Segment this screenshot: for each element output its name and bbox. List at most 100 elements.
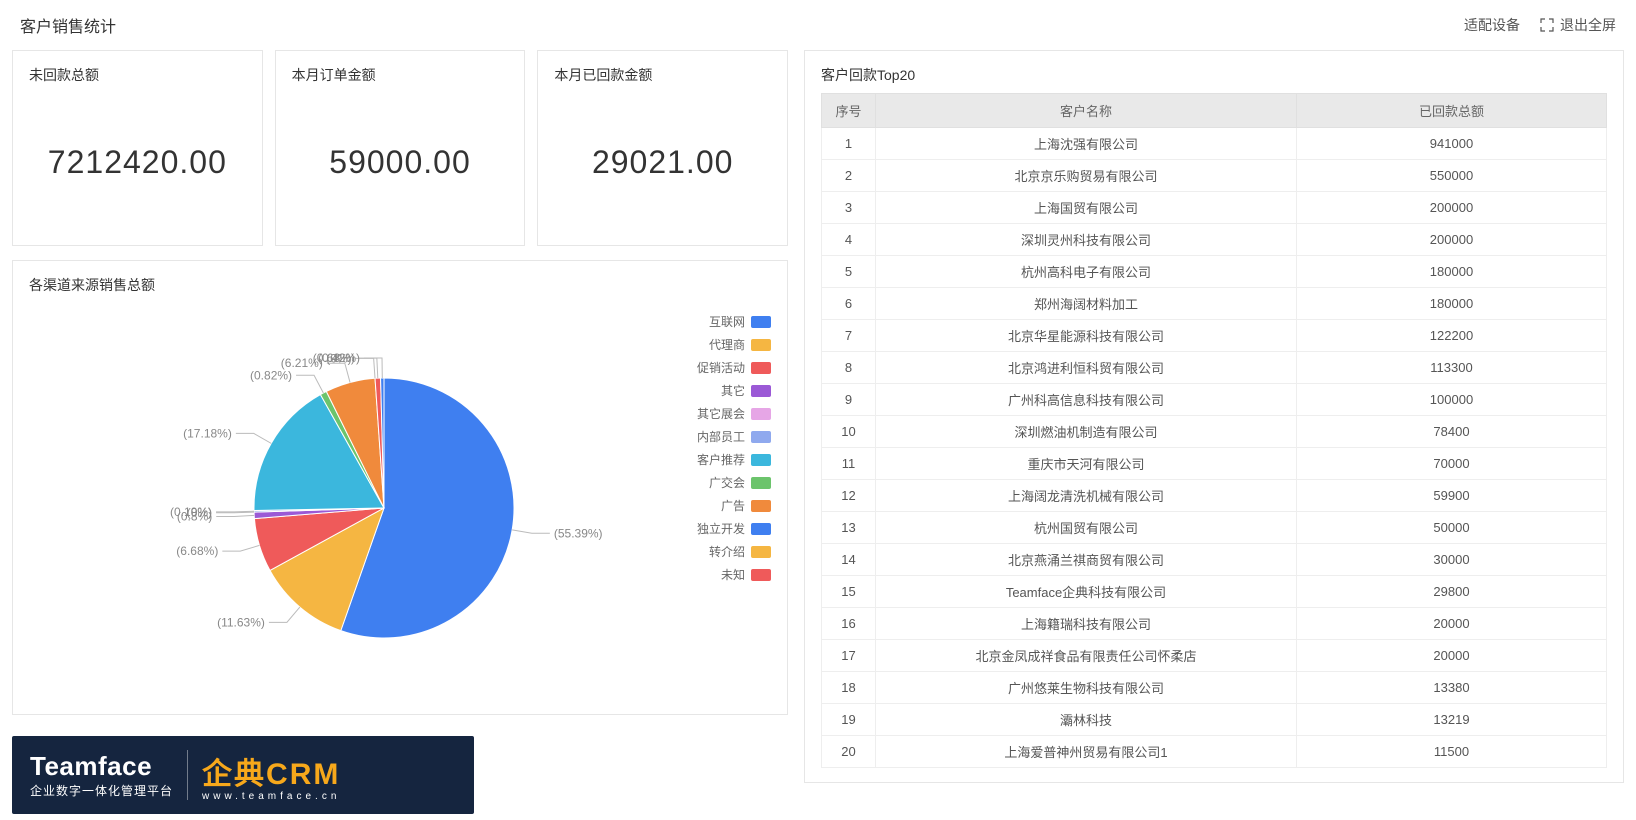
table-row: 3上海国贸有限公司200000 — [822, 192, 1607, 224]
legend-swatch — [751, 477, 771, 489]
table-cell: 6 — [822, 288, 876, 320]
top20-table-card: 客户回款Top20 序号客户名称已回款总额 1上海沈强有限公司9410002北京… — [804, 50, 1624, 783]
legend-label: 广告 — [721, 497, 745, 514]
legend-swatch — [751, 385, 771, 397]
table-cell: 70000 — [1297, 448, 1607, 480]
table-cell: 100000 — [1297, 384, 1607, 416]
brand-subtitle: 企业数字一体化管理平台 — [30, 782, 173, 799]
legend-item[interactable]: 未知 — [671, 566, 771, 583]
table-cell: 10 — [822, 416, 876, 448]
pie-label: (17.18%) — [183, 426, 232, 440]
table-row: 17北京金凤成祥食品有限责任公司怀柔店20000 — [822, 640, 1607, 672]
legend-label: 其它 — [721, 382, 745, 399]
table-cell: 郑州海阔材料加工 — [876, 288, 1297, 320]
table-row: 13杭州国贸有限公司50000 — [822, 512, 1607, 544]
table-row: 5杭州高科电子有限公司180000 — [822, 256, 1607, 288]
table-cell: 15 — [822, 576, 876, 608]
table-cell: 广州悠莱生物科技有限公司 — [876, 672, 1297, 704]
table-row: 16上海籍瑞科技有限公司20000 — [822, 608, 1607, 640]
legend-swatch — [751, 569, 771, 581]
table-header: 客户名称 — [876, 94, 1297, 128]
channel-sales-chart-card: 各渠道来源销售总额 (55.39%)(11.63%)(6.68%)(0.8%)(… — [12, 260, 788, 715]
table-cell: 180000 — [1297, 288, 1607, 320]
legend-label: 未知 — [721, 566, 745, 583]
header-actions: 适配设备 退出全屏 — [1464, 15, 1616, 35]
table-row: 15Teamface企典科技有限公司29800 — [822, 576, 1607, 608]
table-row: 11重庆市天河有限公司70000 — [822, 448, 1607, 480]
table-cell: 深圳燃油机制造有限公司 — [876, 416, 1297, 448]
table-cell: 灞林科技 — [876, 704, 1297, 736]
table-row: 1上海沈强有限公司941000 — [822, 128, 1607, 160]
adapt-device-button[interactable]: 适配设备 — [1464, 15, 1520, 35]
legend-item[interactable]: 其它 — [671, 382, 771, 399]
legend-swatch — [751, 362, 771, 374]
pie-label: (55.39%) — [554, 526, 603, 540]
legend-swatch — [751, 408, 771, 420]
chart-title: 各渠道来源销售总额 — [29, 275, 771, 295]
table-cell: 941000 — [1297, 128, 1607, 160]
exit-fullscreen-button[interactable]: 退出全屏 — [1540, 15, 1616, 35]
table-cell: 2 — [822, 160, 876, 192]
pie-label: (0.19%) — [170, 505, 212, 519]
exit-fullscreen-icon — [1540, 18, 1554, 32]
legend-item[interactable]: 独立开发 — [671, 520, 771, 537]
legend-item[interactable]: 代理商 — [671, 336, 771, 353]
legend-swatch — [751, 316, 771, 328]
header: 客户销售统计 适配设备 退出全屏 — [0, 0, 1636, 50]
pie-label: (0.42%) — [318, 351, 360, 365]
legend-item[interactable]: 其它展会 — [671, 405, 771, 422]
table-cell: 上海沈强有限公司 — [876, 128, 1297, 160]
table-cell: 78400 — [1297, 416, 1607, 448]
table-cell: 50000 — [1297, 512, 1607, 544]
table-cell: 上海籍瑞科技有限公司 — [876, 608, 1297, 640]
table-cell: 北京金凤成祥食品有限责任公司怀柔店 — [876, 640, 1297, 672]
legend-label: 内部员工 — [697, 428, 745, 445]
legend-label: 广交会 — [709, 474, 745, 491]
table-cell: 北京燕涌兰祺商贸有限公司 — [876, 544, 1297, 576]
legend-swatch — [751, 500, 771, 512]
table-cell: 59900 — [1297, 480, 1607, 512]
stat-card: 未回款总额 7212420.00 — [12, 50, 263, 246]
legend-item[interactable]: 转介绍 — [671, 543, 771, 560]
stat-value: 29021.00 — [554, 93, 771, 231]
table-cell: 13380 — [1297, 672, 1607, 704]
table-row: 10深圳燃油机制造有限公司78400 — [822, 416, 1607, 448]
table-cell: 3 — [822, 192, 876, 224]
legend-label: 促销活动 — [697, 359, 745, 376]
legend-item[interactable]: 促销活动 — [671, 359, 771, 376]
table-cell: 12 — [822, 480, 876, 512]
legend-item[interactable]: 广告 — [671, 497, 771, 514]
legend-swatch — [751, 339, 771, 351]
legend-item[interactable]: 互联网 — [671, 313, 771, 330]
table-cell: 上海国贸有限公司 — [876, 192, 1297, 224]
table-cell: 深圳灵州科技有限公司 — [876, 224, 1297, 256]
legend-item[interactable]: 内部员工 — [671, 428, 771, 445]
legend-label: 转介绍 — [709, 543, 745, 560]
table-row: 6郑州海阔材料加工180000 — [822, 288, 1607, 320]
table-cell: 重庆市天河有限公司 — [876, 448, 1297, 480]
table-row: 8北京鸿进利恒科贸有限公司113300 — [822, 352, 1607, 384]
stat-value: 7212420.00 — [29, 93, 246, 231]
table-cell: 上海爱普神州贸易有限公司1 — [876, 736, 1297, 768]
table-cell: 17 — [822, 640, 876, 672]
top20-table: 序号客户名称已回款总额 1上海沈强有限公司9410002北京京乐购贸易有限公司5… — [821, 93, 1607, 768]
table-cell: 4 — [822, 224, 876, 256]
stat-card: 本月已回款金额 29021.00 — [537, 50, 788, 246]
table-cell: 18 — [822, 672, 876, 704]
stat-value: 59000.00 — [292, 93, 509, 231]
chart-legend: 互联网代理商促销活动其它其它展会内部员工客户推荐广交会广告独立开发转介绍未知 — [671, 303, 771, 703]
table-cell: 29800 — [1297, 576, 1607, 608]
table-cell: 19 — [822, 704, 876, 736]
stat-title: 未回款总额 — [29, 65, 246, 85]
table-cell: 11 — [822, 448, 876, 480]
table-cell: 7 — [822, 320, 876, 352]
channel-pie-chart: (55.39%)(11.63%)(6.68%)(0.8%)(0%)(0.19%)… — [29, 303, 669, 703]
brand-banner: Teamface 企业数字一体化管理平台 企典CRM www.teamface.… — [12, 736, 474, 814]
legend-item[interactable]: 广交会 — [671, 474, 771, 491]
legend-item[interactable]: 客户推荐 — [671, 451, 771, 468]
table-cell: 200000 — [1297, 224, 1607, 256]
stat-card: 本月订单金额 59000.00 — [275, 50, 526, 246]
legend-swatch — [751, 431, 771, 443]
table-cell: 11500 — [1297, 736, 1607, 768]
stat-title: 本月订单金额 — [292, 65, 509, 85]
